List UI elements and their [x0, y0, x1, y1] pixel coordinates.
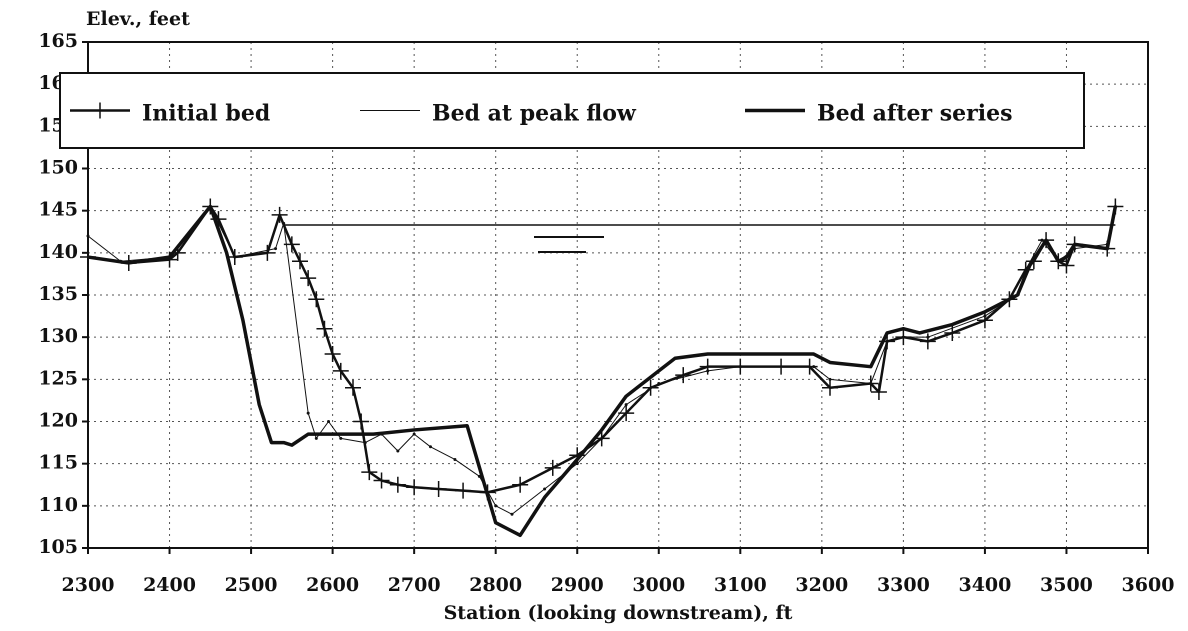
x-tick-label: 3500 [1040, 574, 1093, 596]
y-tick-label: 140 [38, 241, 78, 263]
legend-box [59, 72, 1085, 149]
dot-marker [706, 369, 710, 373]
dot-marker [494, 504, 498, 508]
plus-marker [292, 253, 308, 270]
dot-marker [453, 457, 457, 461]
dot-marker [600, 436, 604, 440]
dot-marker [282, 221, 286, 225]
dot-marker [543, 487, 547, 491]
dot-marker [869, 382, 873, 386]
x-tick-label: 2400 [143, 574, 196, 596]
x-tick-label: 2800 [469, 574, 522, 596]
y-tick-label: 130 [38, 325, 78, 347]
x-tick-label: 2700 [388, 574, 441, 596]
plus-marker [389, 476, 406, 493]
dot-marker [428, 445, 432, 449]
plot-frame [87, 41, 1149, 549]
plus-marker [353, 413, 370, 430]
y-tick-label: 115 [38, 452, 78, 474]
legend-label: Bed at peak flow [432, 101, 637, 127]
plus-marker [324, 346, 341, 363]
y-tick-label: 120 [38, 410, 78, 432]
x-tick-label: 3600 [1122, 574, 1175, 596]
plus-marker [675, 367, 692, 384]
plus-marker [259, 244, 276, 261]
legend-label: Initial bed [142, 101, 270, 127]
dot-marker [412, 432, 416, 436]
plus-marker [1058, 257, 1075, 274]
plus-marker [430, 480, 447, 497]
series-line [87, 204, 1118, 538]
dot-marker [396, 449, 400, 453]
plus-marker [406, 479, 423, 496]
plus-marker [870, 383, 887, 400]
x-tick-label: 3200 [795, 574, 848, 596]
plus-marker [642, 379, 659, 396]
dot-marker [339, 436, 343, 440]
plus-marker [361, 464, 378, 481]
x-tick-label: 2600 [306, 574, 359, 596]
dot-marker [828, 377, 832, 381]
y-tick-label: 110 [38, 494, 78, 516]
dot-marker [901, 335, 905, 339]
plus-marker [332, 362, 349, 379]
series-line [87, 205, 1116, 515]
dot-marker [314, 436, 318, 440]
plus-marker [512, 476, 529, 493]
plus-marker [822, 379, 838, 396]
plus-marker [308, 291, 325, 308]
dot-marker [1040, 238, 1044, 242]
dot-marker [327, 420, 331, 423]
x-tick-label: 2900 [551, 574, 604, 596]
dot-marker [657, 382, 661, 386]
y-tick-label: 125 [38, 367, 78, 389]
dot-marker [885, 339, 889, 343]
y-tick-label: 135 [38, 283, 78, 305]
plus-marker [544, 459, 561, 476]
water-surface-symbol [534, 236, 604, 253]
dot-marker [306, 411, 310, 415]
series-line [87, 205, 1117, 494]
plus-marker [618, 405, 635, 422]
x-tick-label: 2500 [225, 574, 278, 596]
dot-marker [926, 335, 930, 339]
x-tick-label: 3300 [877, 574, 930, 596]
x-axis-label: Station (looking downstream), ft [444, 602, 793, 624]
plus-marker [271, 206, 288, 223]
y-tick-label: 165 [38, 30, 78, 52]
y-tick-label: 105 [38, 536, 78, 558]
dot-marker [983, 314, 987, 318]
y-tick-label: 150 [38, 157, 78, 179]
dot-marker [86, 234, 90, 238]
plus-marker [316, 320, 333, 337]
dot-marker [274, 247, 278, 251]
dot-marker [510, 512, 514, 516]
dot-marker [363, 441, 367, 445]
dot-marker [812, 365, 816, 369]
dot-marker [738, 365, 742, 369]
plus-marker [373, 472, 390, 489]
dot-marker [624, 403, 628, 407]
x-tick-label: 3000 [632, 574, 685, 596]
plus-marker [455, 482, 472, 499]
y-tick-label: 145 [38, 199, 78, 221]
x-tick-label: 3100 [714, 574, 767, 596]
plus-marker [300, 270, 317, 287]
x-tick-label: 2300 [62, 574, 115, 596]
plus-marker [345, 379, 361, 396]
y-axis-label: Elev., feet [86, 8, 190, 30]
legend-label: Bed after series [817, 101, 1012, 127]
x-tick-label: 3400 [958, 574, 1011, 596]
dot-marker [233, 255, 237, 259]
